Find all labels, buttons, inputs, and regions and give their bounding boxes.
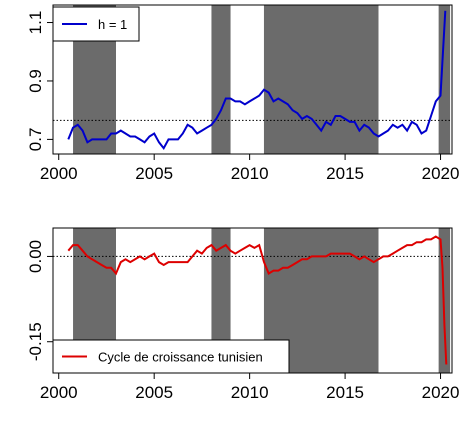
bottom-y-tick-label-1: 0.00: [26, 240, 45, 273]
top-x-tick-label-4: 2020: [422, 164, 460, 183]
bottom-y-axis: -0.15 0.00: [26, 240, 53, 361]
bottom-x-tick-label-1: 2005: [135, 383, 173, 402]
bottom-legend-label: Cycle de croissance tunisien: [98, 350, 263, 365]
top-x-tick-label-3: 2015: [326, 164, 364, 183]
top-y-tick-label-0: 0.7: [26, 128, 45, 152]
top-y-tick-label-1: 0.9: [26, 69, 45, 93]
top-x-tick-label-0: 2000: [40, 164, 78, 183]
top-recession-band-1: [211, 5, 231, 154]
bottom-y-tick-label-0: -0.15: [26, 322, 45, 361]
bottom-x-tick-label-0: 2000: [40, 383, 78, 402]
bottom-series-line: [67, 235, 448, 365]
bottom-x-tick-label-4: 2020: [422, 383, 460, 402]
top-chart-panel: 2000 2005 2010 2015 2020 0.7 0.9 1.1 h = 1: [26, 4, 460, 183]
bottom-chart-panel: 2000 2005 2010 2015 2020 -0.15 0.00 Cycle de …: [26, 227, 460, 402]
top-recession-band-3: [438, 5, 451, 154]
top-legend: h = 1: [52, 6, 140, 42]
top-legend-label: h = 1: [98, 17, 127, 32]
top-x-tick-label-1: 2005: [135, 164, 173, 183]
bottom-recession-band-1: [211, 228, 231, 373]
bottom-x-axis: 2000 2005 2010 2015 2020: [40, 372, 460, 402]
top-y-tick-label-2: 1.1: [26, 11, 45, 35]
top-x-axis: 2000 2005 2010 2015 2020: [40, 153, 460, 183]
bottom-x-tick-label-2: 2010: [231, 383, 269, 402]
top-x-tick-label-2: 2010: [231, 164, 269, 183]
bottom-legend: Cycle de croissance tunisien: [52, 339, 290, 374]
top-series-line: [67, 10, 447, 151]
top-y-axis: 0.7 0.9 1.1: [26, 11, 53, 152]
bottom-x-tick-label-3: 2015: [326, 383, 364, 402]
bottom-legend-box: [52, 339, 290, 374]
